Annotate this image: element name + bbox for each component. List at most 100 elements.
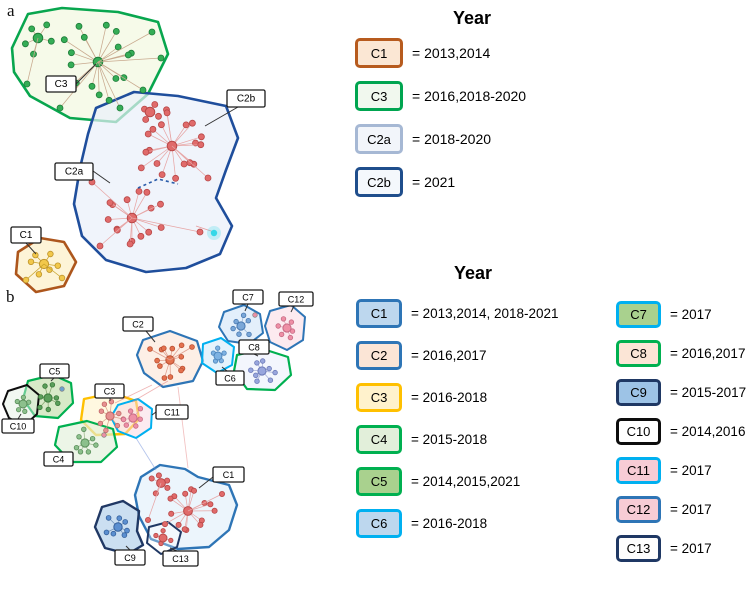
cluster-label-C7-4: C7: [242, 293, 254, 303]
cluster-label-box-C9-15: [114, 549, 146, 566]
cluster-label-C2-6: C2: [132, 320, 144, 330]
cluster-network-a-C1: [22, 250, 66, 284]
legend-value-C6: = 2016-2018: [411, 516, 488, 531]
label-leader-line-6: [145, 330, 156, 343]
cluster-label-C1-14: C1: [223, 470, 235, 480]
legend-item-C4: C4 = 2015-2018: [356, 425, 559, 454]
cluster-label-box-C2a-2: [54, 162, 94, 181]
cluster-network-b-C12: [275, 316, 296, 341]
legend-item-C1: C1 = 2013,2014: [355, 38, 526, 68]
legend-swatch-C12: C12: [616, 496, 661, 523]
cluster-network-b-C10: [14, 394, 32, 414]
cluster-network-b-C6: [210, 345, 227, 364]
cluster-label-box-C13-16: [162, 550, 199, 567]
cluster-network-b-C7: [230, 312, 258, 338]
legend-value-C10: = 2014,2016: [670, 424, 746, 439]
network-figure: C3 C2b C2a C1 C7 C12 C2 C8 C6 C5 C3 C10 C11 C4 C1 C9 C13: [1, 6, 314, 567]
label-leader-line-5: [290, 305, 295, 313]
cluster-label-box-C2-6: [122, 316, 154, 332]
cluster-label-C1-3: C1: [20, 230, 33, 241]
inter-cluster-edge: [135, 437, 157, 471]
legend-swatch-C2a: C2a: [355, 124, 403, 154]
legend-swatch-C1: C1: [355, 38, 403, 68]
legend-value-C2: = 2016,2017: [411, 348, 487, 363]
legend-item-C2a: C2a = 2018-2020: [355, 124, 526, 154]
legend-swatch-C2b: C2b: [355, 167, 403, 197]
cluster-label-box-C4-13: [43, 451, 74, 467]
cluster-network-b-C11: [120, 406, 144, 429]
legend-item-C5: C5 = 2014,2015,2021: [356, 467, 559, 496]
label-leader-line-4: [244, 303, 249, 312]
cluster-network-b-C9: [103, 515, 130, 538]
cluster-label-C6-8: C6: [224, 374, 236, 384]
legend-value-C13: = 2017: [670, 541, 712, 556]
legend-b-column-1: C1 = 2013,2014, 2018-2021 C2 = 2016,2017 C3 =…: [356, 299, 559, 538]
label-leader-line-12: [151, 411, 157, 416]
cluster-label-box-C8-7: [238, 339, 270, 355]
cluster-label-box-C2b-1: [226, 89, 266, 108]
label-leader-line-0: [75, 63, 97, 85]
legend-item-C11: C11 = 2017: [616, 457, 746, 484]
inter-cluster-edge: [114, 384, 153, 404]
legend-value-C7: = 2017: [670, 307, 712, 322]
panel-a-label: a: [7, 1, 15, 20]
legend-swatch-C10: C10: [616, 418, 661, 445]
legend-swatch-C6: C6: [356, 509, 402, 538]
legend-swatch-C11: C11: [616, 457, 661, 484]
legend-swatch-C9: C9: [616, 379, 661, 406]
legend-swatch-C5: C5: [356, 467, 402, 496]
cyan-node: [210, 229, 218, 237]
cluster-divider-dashed-line: [137, 178, 179, 189]
legend-value-C9: = 2015-2017: [670, 385, 747, 400]
cluster-label-C4-13: C4: [53, 455, 65, 465]
cluster-label-C9-15: C9: [124, 553, 136, 563]
cluster-network-a-C2: [88, 101, 212, 250]
legend-item-C3: C3 = 2016,2018-2020: [355, 81, 526, 111]
legend-item-C12: C12 = 2017: [616, 496, 746, 523]
cluster-network-b-C1: [144, 472, 225, 534]
cluster-label-C12-5: C12: [288, 295, 305, 305]
legend-swatch-C1: C1: [356, 299, 402, 328]
cluster-label-box-C12-5: [278, 291, 314, 307]
cluster-network-b-C5: [37, 382, 65, 413]
cluster-label-C3-10: C3: [104, 387, 116, 397]
cluster-label-C13-16: C13: [172, 554, 189, 564]
legend-item-C7: C7 = 2017: [616, 301, 746, 328]
cluster-label-box-C7-4: [232, 289, 264, 305]
legend-swatch-C4: C4: [356, 425, 402, 454]
cluster-label-C11-12: C11: [164, 408, 180, 418]
cluster-label-box-C1-14: [212, 466, 245, 483]
label-leader-line-3: [25, 242, 37, 255]
legend-value-C1: = 2013,2014: [412, 45, 491, 61]
legend-swatch-C3: C3: [356, 383, 402, 412]
panel-b-label: b: [6, 287, 15, 306]
legend-a-title: Year: [452, 8, 492, 28]
legend-a-items: C1 = 2013,2014 C3 = 2016,2018-2020 C2a = 2018…: [355, 38, 526, 197]
label-leader-line-15: [125, 545, 131, 551]
legend-item-C2: C2 = 2016,2017: [356, 341, 559, 370]
inter-cluster-edge: [177, 386, 189, 469]
legend-swatch-C13: C13: [616, 535, 661, 562]
cluster-label-C2b-1: C2b: [237, 94, 256, 105]
legend-value-C1: = 2013,2014, 2018-2021: [411, 306, 559, 321]
legend-value-C8: = 2016,2017: [670, 346, 746, 361]
cluster-network-a-C3: [21, 21, 165, 112]
legend-value-C11: = 2017: [670, 463, 712, 478]
cluster-label-box-C3-10: [94, 383, 125, 399]
legend-swatch-C7: C7: [616, 301, 661, 328]
legend-value-C3: = 2016-2018: [411, 390, 488, 405]
cluster-label-box-C5-9: [39, 363, 70, 379]
cluster-label-C3-0: C3: [55, 79, 68, 90]
legend-item-C10: C10 = 2014,2016: [616, 418, 746, 445]
legend-b-title: Year: [453, 263, 493, 283]
legend-value-C3: = 2016,2018-2020: [412, 88, 527, 104]
cluster-network-b-C8: [248, 358, 278, 384]
legend-value-C2a: = 2018-2020: [412, 131, 492, 147]
legend-item-C6: C6 = 2016-2018: [356, 509, 559, 538]
cluster-network-b-C2: [147, 342, 195, 381]
label-leader-line-14: [198, 476, 214, 489]
label-leader-line-1: [204, 106, 239, 127]
legend-item-C9: C9 = 2015-2017: [616, 379, 746, 406]
cluster-label-C10-11: C10: [10, 422, 27, 432]
